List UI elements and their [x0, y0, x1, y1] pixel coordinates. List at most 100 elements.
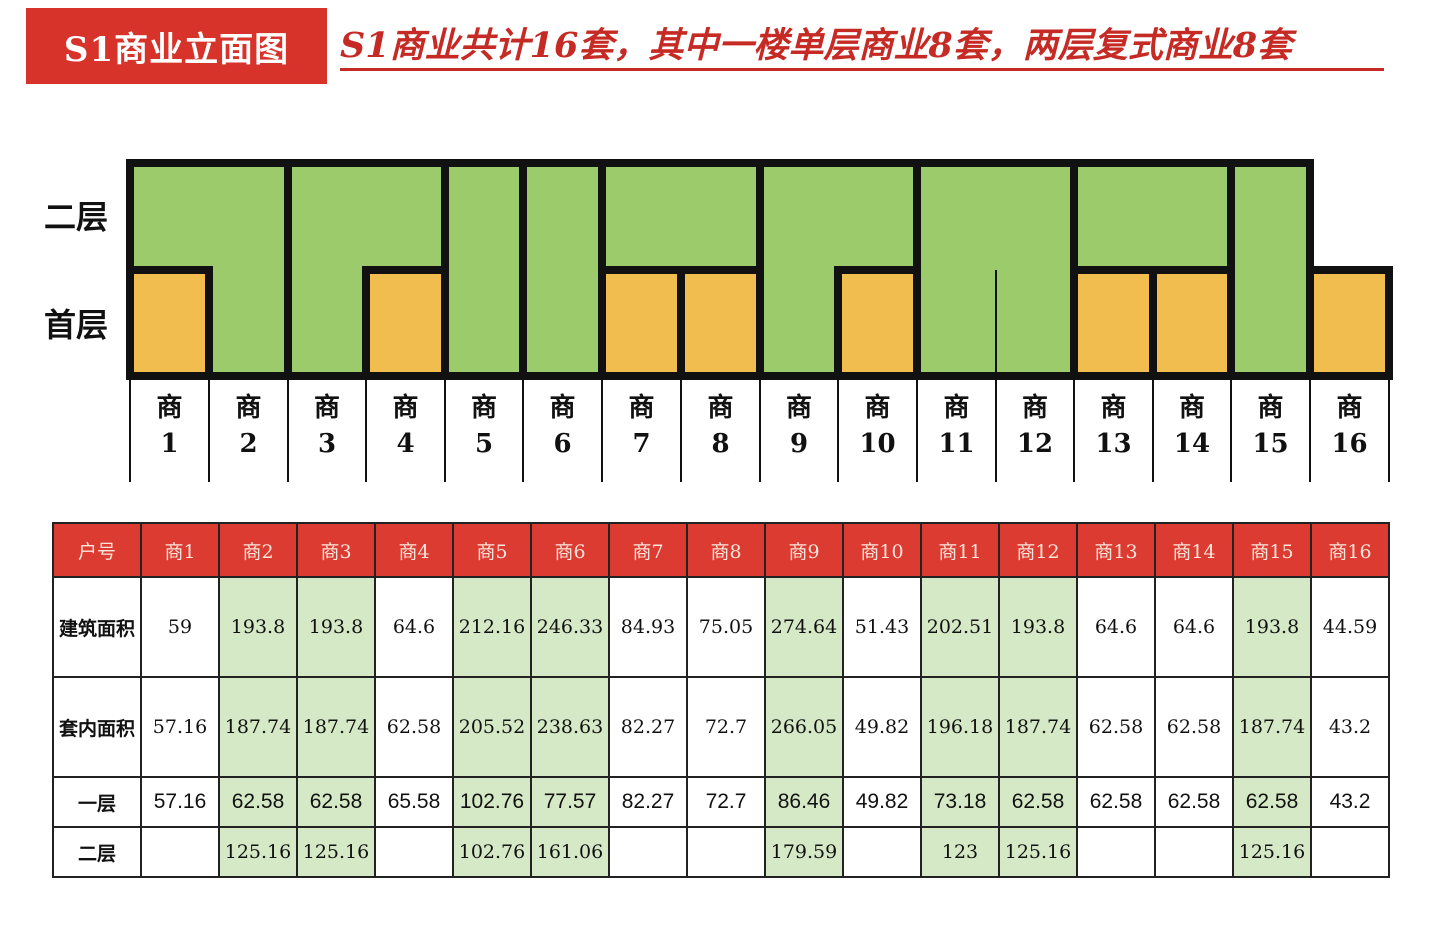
- unit-label-number: 2: [239, 429, 258, 459]
- header-unit-no: 户号: [52, 522, 142, 578]
- ground-unit-7-single: [602, 270, 681, 376]
- header-unit: 商3: [296, 522, 376, 578]
- summary-headline: S1商业共计16套，其中一楼单层商业8套，两层复式商业8套: [340, 25, 1293, 66]
- table-cell: 238.63: [530, 676, 610, 778]
- unit-label: 商 13: [1075, 390, 1153, 480]
- elevation-diagram: [126, 159, 1393, 380]
- table-cell: [1154, 826, 1234, 878]
- table-cell: 274.64: [764, 576, 844, 678]
- table-cell: 102.76: [452, 776, 532, 828]
- table-cell: 77.57: [530, 776, 610, 828]
- unit-label-number: 3: [317, 429, 337, 459]
- table-cell: 49.82: [842, 676, 922, 778]
- header-unit: 商5: [452, 522, 532, 578]
- unit-label-prefix: 商: [313, 393, 340, 423]
- unit-label-prefix: 商: [628, 393, 655, 423]
- table-cell: [1310, 826, 1390, 878]
- unit-label-prefix: 商: [392, 393, 419, 423]
- label-divider: [1309, 380, 1311, 482]
- ground-unit-10-single: [838, 270, 917, 376]
- floor-label-upper: 二层: [44, 198, 109, 236]
- header-unit: 商15: [1232, 522, 1312, 578]
- unit-label-prefix: 商: [1178, 393, 1205, 423]
- table-cell: 72.7: [686, 776, 766, 828]
- table-cell: 65.58: [374, 776, 454, 828]
- label-divider: [601, 380, 603, 482]
- label-divider: [1388, 380, 1390, 482]
- unit-label-prefix: 商: [943, 393, 970, 423]
- table-cell: 62.58: [296, 776, 376, 828]
- table-cell: 86.46: [764, 776, 844, 828]
- label-divider: [1152, 380, 1154, 482]
- header-unit: 商8: [686, 522, 766, 578]
- ground-unit-15-duplex: [1231, 270, 1310, 376]
- header-unit: 商7: [608, 522, 688, 578]
- table-cell: 62.58: [1076, 776, 1156, 828]
- table-cell: 212.16: [452, 576, 532, 678]
- label-divider: [680, 380, 682, 482]
- unit-label-number: 8: [711, 429, 730, 459]
- table-cell: 202.51: [920, 576, 1000, 678]
- unit-label-prefix: 商: [156, 393, 183, 423]
- table-cell: 75.05: [686, 576, 766, 678]
- table-cell: [686, 826, 766, 878]
- table-cell: 43.2: [1310, 676, 1390, 778]
- unit-label-prefix: 商: [1021, 393, 1048, 423]
- label-divider: [759, 380, 761, 482]
- table-row: 二层 125.16 125.16 102.76 161.06 179.59 123 125.1…: [52, 826, 1390, 878]
- table-cell: 196.18: [920, 676, 1000, 778]
- table-cell: 123: [920, 826, 1000, 878]
- table-header-row: 户号 商1 商2 商3 商4 商5 商6 商7 商8 商9 商10 商11 商12 商13 商14 商15 商1…: [52, 522, 1390, 578]
- unit-label: 商 15: [1232, 390, 1310, 480]
- header-unit: 商16: [1310, 522, 1390, 578]
- unit-label-prefix: 商: [1257, 393, 1284, 423]
- unit-label-number: 5: [474, 429, 494, 459]
- table-cell: 187.74: [218, 676, 298, 778]
- headline-underline: [340, 68, 1384, 71]
- row-label: 套内面积: [52, 676, 142, 778]
- header-unit: 商9: [764, 522, 844, 578]
- table-cell: 57.16: [140, 676, 220, 778]
- single-unit-box-1: [126, 266, 213, 380]
- unit-label-prefix: 商: [1336, 393, 1363, 423]
- ground-unit-4-single: [366, 270, 445, 376]
- unit-label: 商 12: [996, 390, 1074, 480]
- unit-label-prefix: 商: [235, 393, 262, 423]
- unit-label: 商 16: [1311, 390, 1389, 480]
- table-cell: [842, 826, 922, 878]
- table-cell: 51.43: [842, 576, 922, 678]
- table-cell: 187.74: [296, 676, 376, 778]
- unit-label-number: 6: [553, 429, 572, 459]
- table-cell: 193.8: [218, 576, 298, 678]
- header-unit: 商4: [374, 522, 454, 578]
- table-cell: 187.74: [1232, 676, 1312, 778]
- unit-label-number: 15: [1252, 429, 1289, 459]
- table-cell: 62.58: [218, 776, 298, 828]
- unit-label-number: 1: [160, 429, 179, 459]
- unit-label-prefix: 商: [1100, 393, 1127, 423]
- unit-label-number: 11: [938, 429, 975, 459]
- unit-label-prefix: 商: [785, 393, 812, 423]
- row-label: 一层: [52, 776, 142, 828]
- unit-label-number: 9: [789, 429, 809, 459]
- table-cell: 179.59: [764, 826, 844, 878]
- unit-label: 商 11: [918, 390, 996, 480]
- table-cell: [1076, 826, 1156, 878]
- unit-label: 商 10: [839, 390, 917, 480]
- ground-unit-2-duplex: [209, 270, 288, 376]
- floor-label-ground: 首层: [44, 306, 109, 344]
- ground-unit-9-duplex: [760, 270, 838, 376]
- table-cell: 246.33: [530, 576, 610, 678]
- ground-unit-16-single: [1310, 270, 1389, 376]
- header-unit: 商11: [920, 522, 1000, 578]
- table-row: 套内面积 57.16 187.74 187.74 62.58 205.52 238.63 82…: [52, 676, 1390, 778]
- unit-label-prefix: 商: [549, 393, 576, 423]
- table-cell: 64.6: [1154, 576, 1234, 678]
- upper-floor-band: [130, 163, 1310, 270]
- table-cell: 193.8: [998, 576, 1078, 678]
- table-cell: [374, 826, 454, 878]
- unit-label-number: 16: [1331, 429, 1368, 459]
